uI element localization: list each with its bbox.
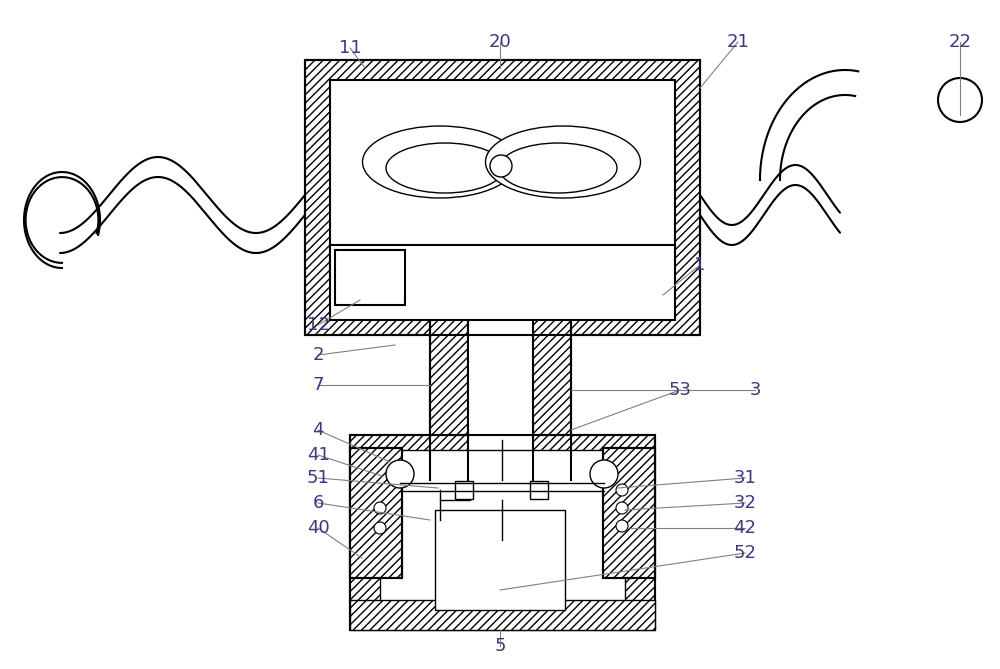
Text: 52: 52 [734,544,757,562]
Bar [335,250,405,305]
Bar [350,435,655,630]
Circle shape [616,520,628,532]
Bar [468,280,533,480]
Text: 2: 2 [312,346,324,364]
Bar [603,448,655,578]
Text: 32: 32 [734,494,757,512]
Bar [603,448,655,578]
Text: 42: 42 [734,519,757,537]
Text: 53: 53 [668,381,692,399]
Ellipse shape [386,143,504,193]
Text: 11: 11 [339,39,361,57]
Bar [350,448,402,578]
Circle shape [374,502,386,514]
Bar [305,60,700,335]
Bar [530,481,548,499]
Circle shape [590,460,618,488]
Ellipse shape [499,143,617,193]
Bar [533,280,571,480]
Text: 12: 12 [307,316,329,334]
Circle shape [616,484,628,496]
Bar [350,448,402,578]
Text: 21: 21 [727,33,749,51]
Circle shape [386,460,414,488]
Text: 40: 40 [307,519,329,537]
Circle shape [616,502,628,514]
Bar [350,435,655,630]
Text: 3: 3 [749,381,761,399]
Text: 20: 20 [489,33,511,51]
Bar [430,280,468,480]
Text: 6: 6 [312,494,324,512]
Text: 22: 22 [948,33,972,51]
Text: 51: 51 [307,469,329,487]
Text: 7: 7 [312,376,324,394]
Text: 31: 31 [734,469,756,487]
Bar [435,510,565,610]
Ellipse shape [363,126,518,198]
Text: 1: 1 [694,256,706,274]
Bar [380,450,625,620]
Bar [455,481,473,499]
Bar [305,60,700,335]
Text: 4: 4 [312,421,324,439]
Ellipse shape [486,126,640,198]
Text: 41: 41 [307,446,329,464]
Bar [330,80,675,280]
Text: 5: 5 [494,637,506,655]
Circle shape [938,78,982,122]
Circle shape [374,522,386,534]
Bar [330,245,675,320]
Bar [350,600,655,630]
Circle shape [490,155,512,177]
